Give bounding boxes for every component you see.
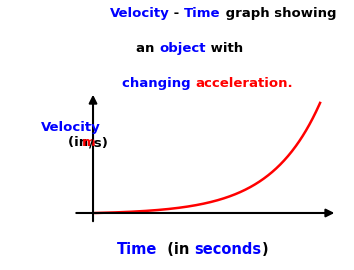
Text: Time: Time bbox=[117, 242, 157, 257]
Text: (in: (in bbox=[68, 136, 92, 149]
Text: an: an bbox=[136, 42, 159, 55]
Text: -: - bbox=[170, 7, 184, 20]
Text: Velocity: Velocity bbox=[110, 7, 170, 20]
Text: acceleration.: acceleration. bbox=[195, 77, 293, 90]
Text: ): ) bbox=[262, 242, 268, 257]
Text: Time: Time bbox=[184, 7, 221, 20]
Text: (in: (in bbox=[157, 242, 195, 257]
Text: changing: changing bbox=[122, 77, 195, 90]
Text: graph showing: graph showing bbox=[221, 7, 336, 20]
Text: /s): /s) bbox=[89, 136, 108, 149]
Text: object: object bbox=[159, 42, 206, 55]
Text: m: m bbox=[82, 136, 96, 149]
Text: with: with bbox=[206, 42, 243, 55]
Text: Velocity: Velocity bbox=[41, 121, 101, 134]
Text: seconds: seconds bbox=[195, 242, 262, 257]
